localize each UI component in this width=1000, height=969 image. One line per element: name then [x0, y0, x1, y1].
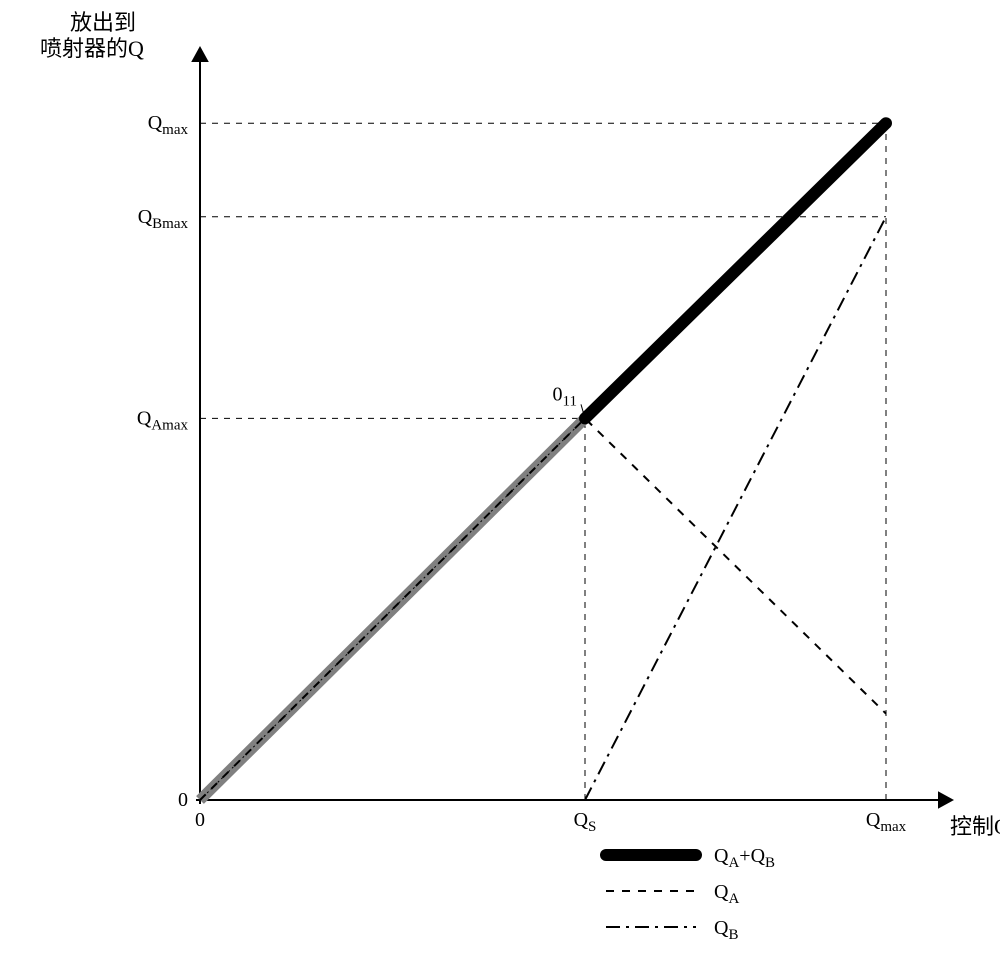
legend-item: QA+QB	[606, 845, 775, 871]
chart-page: 放出到喷射器的Q 控制Q 0 QAmax QBmax Qmax 0 QS Qmax 011 QA+Q…	[0, 0, 1000, 969]
y-tick-label: QAmax	[137, 407, 189, 433]
x-axis-arrow	[938, 791, 954, 809]
series-qa	[200, 418, 886, 800]
series-sum-thick	[585, 123, 886, 418]
y-tick-label: QBmax	[138, 206, 189, 232]
legend-label: QA+QB	[714, 845, 775, 871]
y-tick-label: 0	[178, 789, 188, 811]
legend-item: QA	[606, 881, 739, 907]
y-tick-label: Qmax	[148, 112, 189, 138]
y-axis-title: 放出到喷射器的Q	[40, 10, 144, 61]
legend-item: QB	[606, 917, 738, 943]
y-axis-arrow	[191, 46, 209, 62]
series-qb	[585, 217, 886, 800]
x-tick-label: QS	[574, 809, 597, 835]
x-tick-label: Qmax	[866, 809, 907, 835]
annotation-o11: 011	[553, 383, 577, 409]
legend-label: QA	[714, 881, 739, 907]
flow-chart: 放出到喷射器的Q 控制Q 0 QAmax QBmax Qmax 0 QS Qmax 011 QA+Q…	[0, 0, 1000, 969]
legend-label: QB	[714, 917, 738, 943]
x-tick-label: 0	[195, 809, 205, 831]
x-axis-title: 控制Q	[950, 814, 1000, 839]
